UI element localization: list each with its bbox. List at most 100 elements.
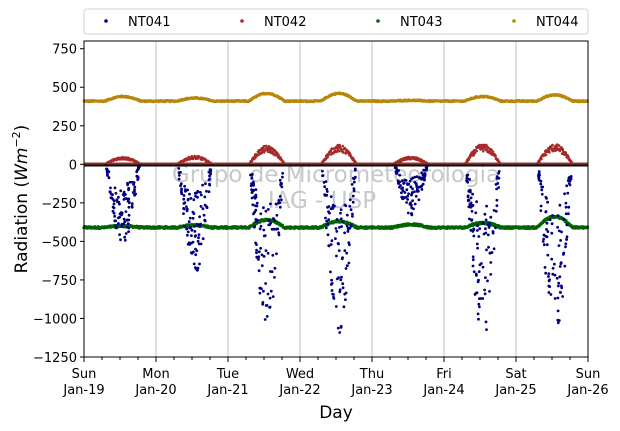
point-nt041 [198,262,201,266]
point-nt041 [114,224,118,228]
point-nt041 [480,262,483,265]
point-nt041 [197,233,201,237]
point-nt041 [564,245,567,249]
x-tick-date: Jan-24 [422,383,464,398]
point-nt042 [475,149,479,153]
point-nt041 [274,202,278,206]
point-nt041 [484,231,488,235]
point-nt041 [257,269,261,273]
point-nt041 [494,209,498,213]
y-tick-label: 750 [52,43,77,58]
point-nt041 [343,249,347,253]
point-nt041 [484,218,488,222]
x-tick-date: Jan-25 [494,383,536,398]
point-nt041 [537,170,541,173]
point-nt041 [476,280,480,284]
point-nt041 [112,202,116,206]
point-nt041 [131,191,135,194]
point-nt042 [554,149,557,152]
point-nt041 [474,211,478,215]
point-nt041 [179,182,183,186]
point-nt041 [557,229,561,233]
x-tick-date: Jan-21 [206,383,248,398]
point-nt041 [278,195,282,198]
point-nt041 [329,207,333,211]
point-nt041 [345,224,349,228]
point-nt041 [182,207,186,210]
point-nt041 [551,266,555,270]
point-nt041 [488,290,491,293]
point-nt041 [475,229,479,232]
point-nt041 [184,189,188,192]
point-nt041 [127,197,131,201]
y-axis-label-exponent: −2 [10,131,23,147]
point-nt041 [346,230,350,233]
legend-label-nt042: NT042 [264,15,306,30]
point-nt041 [280,198,283,202]
point-nt041 [349,208,353,212]
point-nt041 [414,183,418,187]
point-nt041 [352,180,356,184]
point-nt041 [264,282,267,285]
point-nt041 [546,253,550,257]
point-nt041 [483,292,487,296]
point-nt041 [401,189,405,193]
point-nt042 [341,144,345,148]
point-nt041 [192,212,196,216]
point-nt041 [550,231,554,235]
point-nt041 [400,179,404,183]
point-nt041 [123,197,127,200]
point-nt041 [542,237,545,241]
point-nt041 [342,305,346,309]
point-nt042 [277,153,280,156]
point-nt041 [266,208,270,211]
point-nt041 [340,257,344,261]
point-nt041 [477,302,481,306]
point-nt041 [118,215,121,219]
point-nt041 [353,167,357,171]
point-nt041 [124,232,128,235]
point-nt041 [339,326,343,329]
point-nt041 [567,212,570,216]
point-nt041 [470,218,474,222]
point-nt041 [540,188,544,192]
point-nt041 [125,218,129,222]
point-nt041 [471,264,475,268]
point-nt041 [411,176,415,180]
watermark: Grupo de Micrometeorologia IAG - USP [172,162,500,214]
point-nt041 [410,212,413,216]
point-nt041 [484,320,488,324]
point-nt042 [557,144,561,147]
point-nt042 [564,152,568,155]
point-nt041 [255,255,259,259]
point-nt041 [472,234,476,238]
point-nt041 [266,251,270,255]
point-nt041 [325,219,329,223]
point-nt042 [487,146,490,150]
point-nt041 [541,240,545,243]
point-nt041 [553,297,557,300]
point-nt041 [394,170,398,174]
point-nt041 [105,171,109,174]
point-nt041 [326,222,330,226]
point-nt041 [332,293,335,296]
point-nt041 [540,192,544,196]
point-nt041 [252,189,256,192]
point-nt041 [278,205,282,209]
point-nt041 [323,185,327,189]
point-nt041 [199,205,203,208]
point-nt041 [122,217,126,221]
point-nt041 [544,210,548,213]
point-nt041 [263,318,267,321]
point-nt041 [209,170,213,174]
point-nt041 [271,295,275,298]
y-tick-label: −500 [41,235,77,250]
point-nt041 [348,204,352,208]
point-nt041 [257,250,261,254]
point-nt041 [478,305,481,309]
point-nt041 [413,202,417,206]
point-nt041 [558,275,562,279]
point-nt041 [120,211,124,215]
point-nt041 [136,177,140,181]
point-nt041 [330,278,333,282]
